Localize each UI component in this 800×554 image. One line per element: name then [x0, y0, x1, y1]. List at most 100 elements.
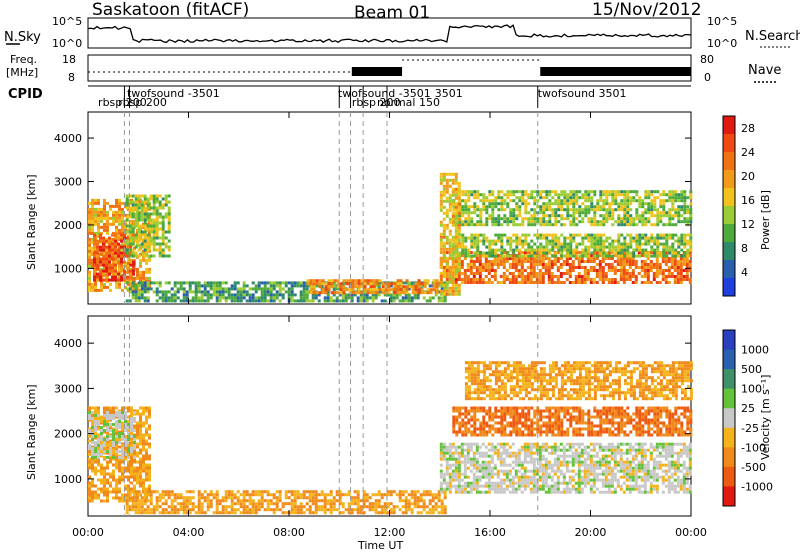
data-cell [374, 505, 378, 509]
data-cell [91, 252, 94, 256]
data-cell [475, 269, 479, 272]
data-cell [296, 299, 300, 303]
data-cell [94, 469, 97, 473]
data-cell [332, 293, 336, 297]
data-cell [136, 243, 139, 247]
data-cell [461, 208, 465, 212]
data-cell [626, 242, 630, 246]
data-cell [115, 481, 118, 485]
data-cell [439, 256, 443, 260]
data-cell [536, 199, 540, 203]
data-cell [257, 299, 261, 303]
data-cell [668, 233, 672, 237]
data-cell [105, 275, 108, 279]
data-cell [484, 266, 488, 269]
data-cell [224, 505, 228, 509]
data-cell [102, 260, 105, 264]
data-cell [529, 263, 533, 266]
data-cell [115, 466, 118, 470]
data-cell [602, 199, 606, 203]
data-cell [646, 272, 650, 275]
data-cell [629, 239, 633, 243]
data-cell [137, 284, 141, 288]
data-cell [230, 496, 234, 500]
data-cell [233, 493, 237, 497]
data-cell [142, 409, 145, 413]
data-cell [473, 223, 477, 227]
data-cell [93, 242, 96, 246]
data-cell [470, 193, 474, 197]
data-cell [161, 230, 165, 234]
data-cell [548, 202, 552, 206]
data-cell [109, 204, 112, 208]
data-cell [88, 264, 91, 268]
data-cell [515, 190, 519, 194]
data-cell [93, 275, 96, 279]
data-cell [308, 299, 312, 303]
data-cell [128, 239, 132, 243]
data-cell [356, 511, 360, 515]
data-cell [680, 233, 684, 237]
data-cell [448, 490, 452, 494]
data-cell [245, 290, 249, 294]
data-cell [629, 217, 633, 221]
data-cell [475, 278, 479, 281]
data-cell [442, 211, 446, 215]
data-cell [429, 288, 433, 292]
data-cell [386, 502, 390, 506]
data-cell [91, 469, 94, 473]
data-cell [209, 493, 213, 497]
data-cell [689, 220, 693, 224]
data-cell [185, 505, 189, 509]
data-cell [674, 211, 678, 215]
data-cell [605, 245, 609, 249]
data-cell [338, 499, 342, 503]
data-cell [350, 502, 354, 506]
data-cell [329, 296, 333, 300]
data-cell [91, 417, 94, 420]
data-cell [103, 441, 106, 444]
data-cell [442, 184, 446, 188]
data-cell [490, 263, 494, 266]
data-cell [134, 194, 138, 198]
data-cell [497, 239, 501, 243]
data-cell [547, 269, 551, 272]
data-cell [689, 242, 693, 246]
data-cell [410, 281, 414, 285]
data-cell [88, 231, 91, 235]
data-cell [109, 444, 112, 447]
data-cell [131, 254, 135, 258]
data-cell [320, 284, 324, 288]
data-cell [118, 499, 121, 503]
data-cell [581, 211, 585, 215]
data-cell [329, 511, 333, 515]
data-cell [464, 251, 468, 255]
data-cell [306, 279, 310, 283]
data-cell [239, 293, 243, 297]
data-cell [614, 251, 618, 255]
data-cell [457, 275, 461, 278]
data-cell [428, 299, 432, 303]
data-cell [680, 248, 684, 252]
data-cell [499, 275, 503, 278]
data-cell [499, 260, 503, 263]
data-cell [145, 463, 148, 467]
data-cell [96, 251, 99, 255]
cpid-item: twofsound -3501 [338, 87, 431, 100]
data-cell [590, 220, 594, 224]
data-cell [164, 212, 168, 216]
data-cell [155, 290, 159, 294]
data-cell [448, 172, 452, 176]
data-cell [203, 281, 207, 285]
data-cell [497, 236, 501, 240]
data-cell [439, 454, 443, 458]
data-cell [365, 299, 369, 303]
data-cell [127, 432, 130, 435]
data-cell [527, 196, 531, 200]
data-cell [145, 454, 148, 458]
data-cell [602, 245, 606, 249]
data-cell [682, 263, 686, 266]
data-cell [347, 511, 351, 515]
data-cell [143, 511, 147, 515]
